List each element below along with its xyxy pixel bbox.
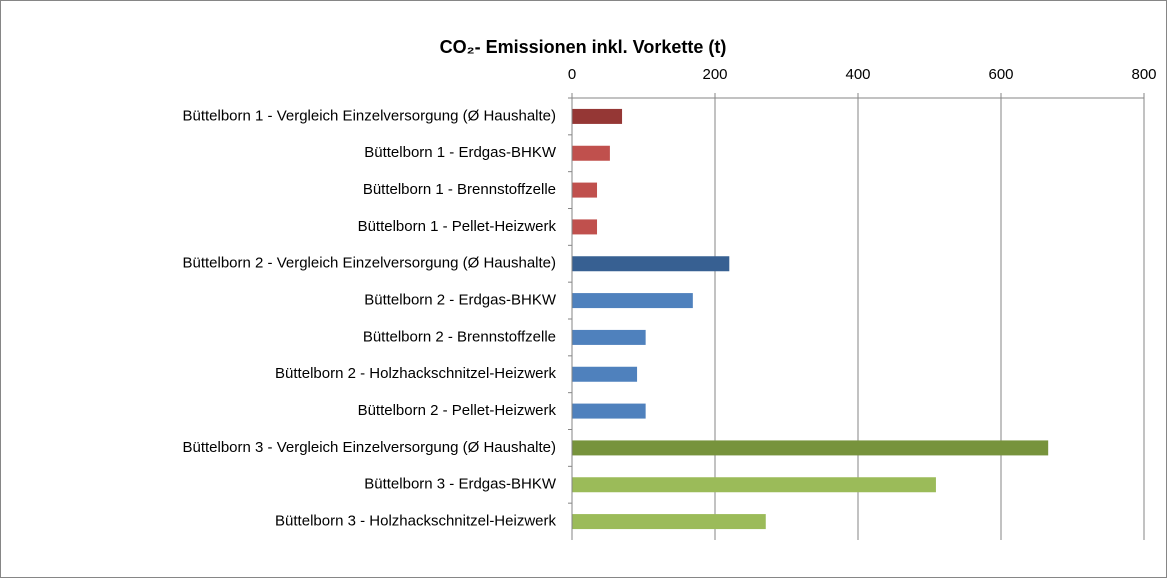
bar: [572, 329, 646, 345]
y-tick-label: Büttelborn 2 - Brennstoffzelle: [363, 328, 556, 345]
x-tick-label: 800: [1131, 66, 1156, 83]
bar: [572, 293, 693, 309]
bar: [572, 145, 610, 161]
bar: [572, 219, 598, 235]
y-tick-label: Büttelborn 3 - Vergleich Einzelversorgun…: [182, 439, 556, 456]
x-tick-label: 600: [988, 66, 1013, 83]
y-tick-label: Büttelborn 2 - Holzhackschnitzel-Heizwer…: [275, 365, 556, 382]
bar: [572, 256, 730, 272]
chart-title: CO₂- Emissionen inkl. Vorkette (t): [440, 37, 727, 57]
bar: [572, 477, 936, 493]
x-tick-label: 400: [845, 66, 870, 83]
bar: [572, 108, 623, 124]
y-tick-label: Büttelborn 3 - Holzhackschnitzel-Heizwer…: [275, 513, 556, 530]
bar: [572, 182, 598, 198]
x-tick-label: 0: [568, 66, 576, 83]
bar: [572, 440, 1049, 456]
x-tick-label: 200: [702, 66, 727, 83]
bar: [572, 403, 646, 419]
bar: [572, 366, 638, 382]
y-tick-label: Büttelborn 1 - Vergleich Einzelversorgun…: [182, 107, 556, 124]
y-tick-label: Büttelborn 1 - Erdgas-BHKW: [364, 144, 557, 161]
y-tick-label: Büttelborn 1 - Brennstoffzelle: [363, 181, 556, 198]
y-tick-label: Büttelborn 2 - Vergleich Einzelversorgun…: [182, 255, 556, 272]
y-tick-label: Büttelborn 2 - Erdgas-BHKW: [364, 292, 557, 309]
y-tick-label: Büttelborn 1 - Pellet-Heizwerk: [358, 218, 557, 235]
y-tick-label: Büttelborn 2 - Pellet-Heizwerk: [358, 402, 557, 419]
bar: [572, 514, 766, 530]
y-tick-label: Büttelborn 3 - Erdgas-BHKW: [364, 476, 557, 493]
